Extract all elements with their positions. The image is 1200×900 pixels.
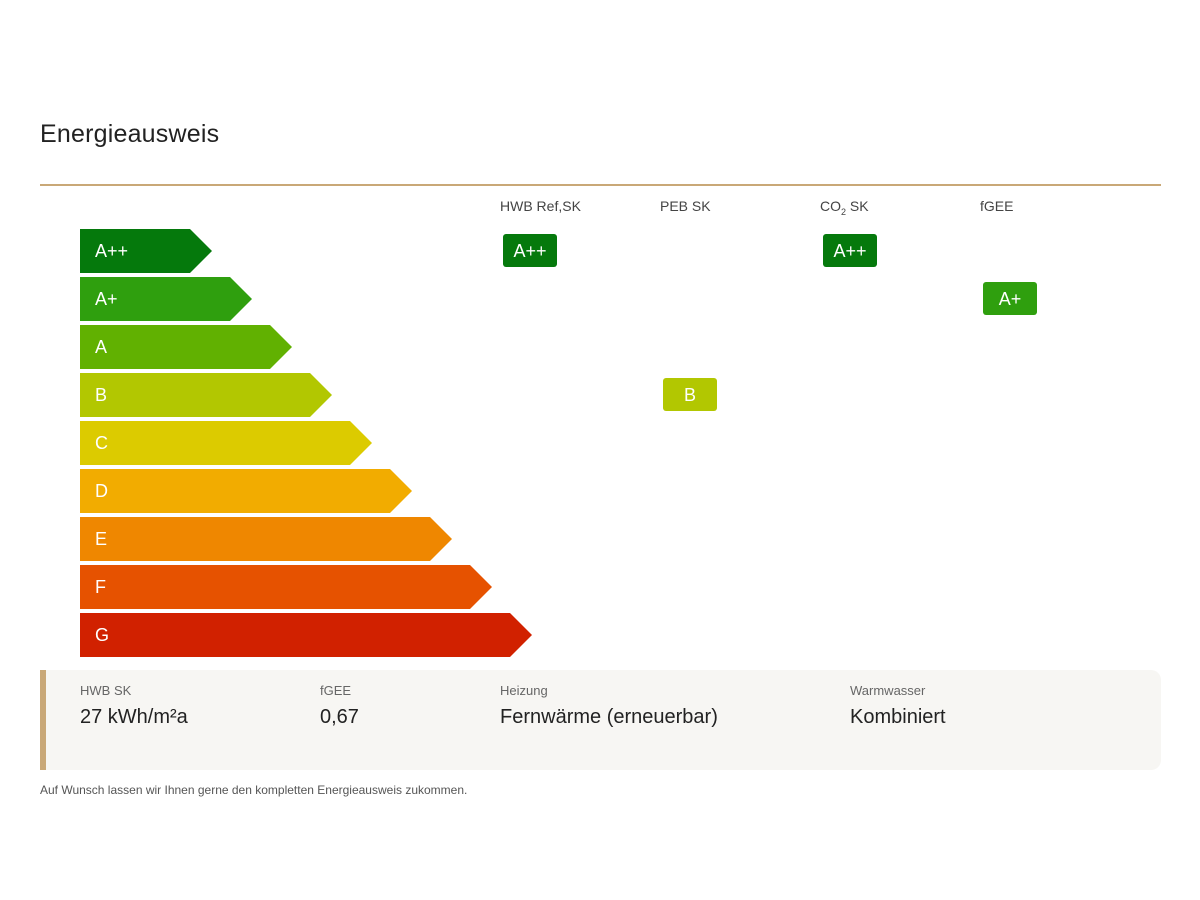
rating-bar-aplusplus: A++: [80, 229, 212, 273]
rating-bar-d: D: [80, 469, 412, 513]
info-value-fgee: 0,67: [320, 706, 359, 728]
footnote: Auf Wunsch lassen wir Ihnen gerne den ko…: [40, 783, 468, 797]
info-label-warmwasser: Warmwasser: [850, 683, 926, 698]
rating-bar-g: G: [80, 613, 532, 657]
rating-bar-shape: [80, 517, 452, 561]
info-label-fgee: fGEE: [320, 683, 352, 698]
rating-bar-label: B: [95, 385, 107, 405]
info-item-heizung: Heizung Fernwärme (erneuerbar): [500, 683, 718, 729]
column-header-4: fGEE: [980, 198, 1013, 214]
rating-bar-label: G: [95, 625, 109, 645]
rating-bar-e: E: [80, 517, 452, 561]
rating-bar-shape: [80, 373, 332, 417]
rating-bar-b: B: [80, 373, 332, 417]
rating-bar-shape: [80, 277, 252, 321]
rating-bar-label: C: [95, 433, 108, 453]
rating-bar-label: A++: [95, 241, 128, 261]
page-title: Energieausweis: [40, 120, 220, 148]
rating-badge-label: A++: [833, 241, 866, 261]
rating-badge-4: A+: [983, 282, 1037, 315]
rating-bar-f: F: [80, 565, 492, 609]
column-header-1: HWB Ref,SK: [500, 198, 582, 214]
info-box: HWB SK 27 kWh/m²a fGEE 0,67 Heizung Fern…: [40, 670, 1161, 770]
info-label-hwb: HWB SK: [80, 683, 132, 698]
rating-bar-a: A: [80, 325, 292, 369]
info-value-warmwasser: Kombiniert: [850, 706, 946, 728]
rating-badge-shape: [983, 282, 1037, 315]
rating-badge-label: A+: [999, 289, 1022, 309]
rating-bar-c: C: [80, 421, 372, 465]
rating-badge-label: B: [684, 385, 696, 405]
rating-bar-shape: [80, 469, 412, 513]
rating-bar-label: A+: [95, 289, 118, 309]
rating-badge-shape: [503, 234, 557, 267]
rating-badges: A++ B A++ A+: [503, 234, 1037, 411]
rating-bars: A++ A+ A B C D E F G: [80, 229, 532, 657]
rating-bar-aplus: A+: [80, 277, 252, 321]
rating-bar-label: A: [95, 337, 107, 357]
rating-bar-label: F: [95, 577, 106, 597]
info-value-heizung: Fernwärme (erneuerbar): [500, 706, 718, 728]
column-header-2: PEB SK: [660, 198, 711, 214]
title-divider: [40, 184, 1161, 186]
info-item-fgee: fGEE 0,67: [320, 683, 359, 729]
info-label-heizung: Heizung: [500, 683, 548, 698]
rating-bar-shape: [80, 613, 532, 657]
rating-bar-shape: [80, 565, 492, 609]
rating-badge-shape: [823, 234, 877, 267]
rating-badge-2: B: [663, 378, 717, 411]
info-value-hwb: 27 kWh/m²a: [80, 706, 188, 728]
rating-bar-label: E: [95, 529, 107, 549]
rating-bar-label: D: [95, 481, 108, 501]
column-header-3: CO2 SK: [820, 198, 869, 217]
info-item-hwb: HWB SK 27 kWh/m²a: [80, 683, 188, 729]
rating-bar-shape: [80, 325, 292, 369]
column-headers: HWB Ref,SK PEB SK CO2 SK fGEE: [500, 198, 1013, 217]
info-item-warmwasser: Warmwasser Kombiniert: [850, 683, 946, 729]
rating-bar-shape: [80, 229, 212, 273]
rating-badge-shape: [663, 378, 717, 411]
rating-badge-label: A++: [513, 241, 546, 261]
rating-badge-3: A++: [823, 234, 877, 267]
rating-badge-1: A++: [503, 234, 557, 267]
rating-bar-shape: [80, 421, 372, 465]
